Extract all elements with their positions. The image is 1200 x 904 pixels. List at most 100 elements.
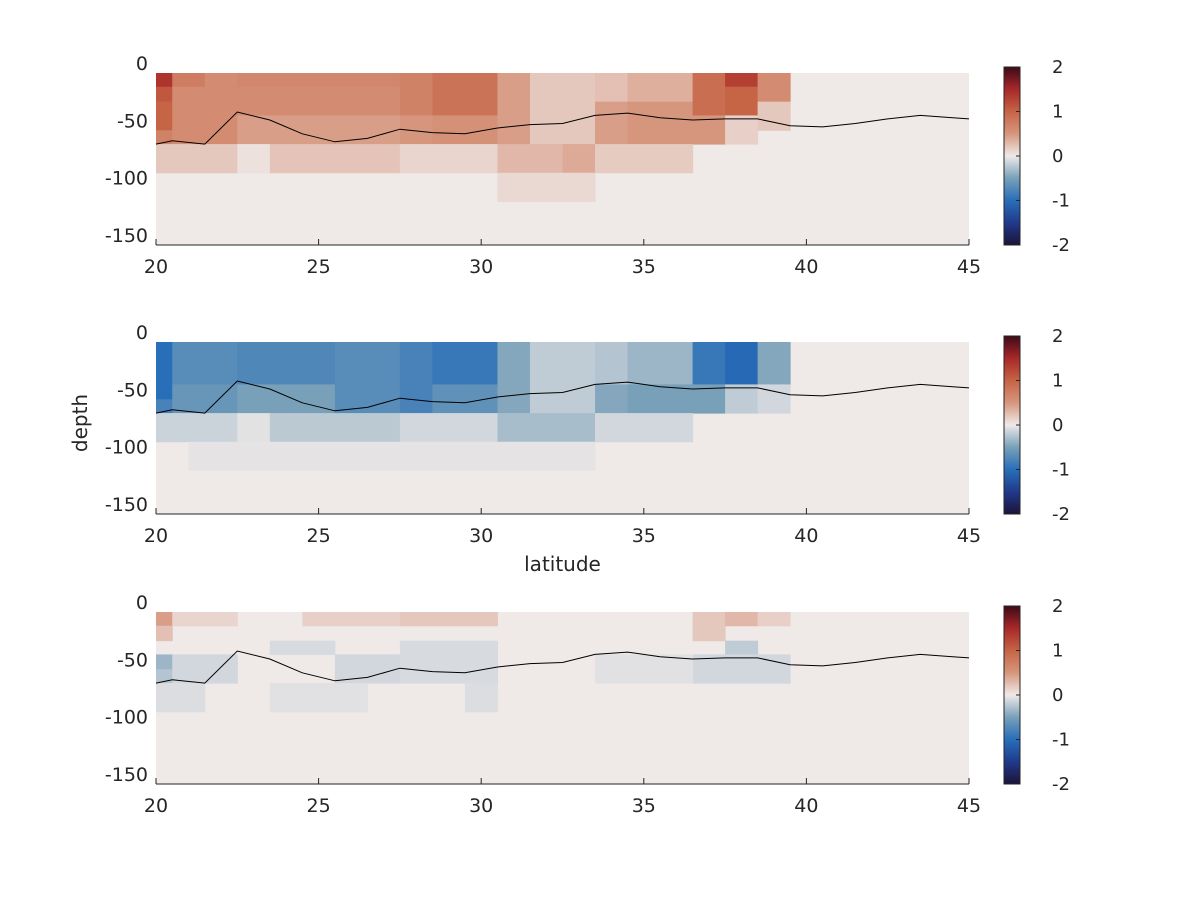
y-tick-label: -100 [105,437,148,459]
colorbar-tick-label: 1 [1052,641,1063,662]
heatmap-cell [334,342,401,414]
y-tick-label: -100 [105,707,148,729]
y-tick-label: -150 [105,225,148,247]
heatmap-cell [172,654,238,684]
heatmap-cell [725,342,759,385]
x-tick-label: 45 [957,256,981,278]
colorbar-tick-label: -1 [1052,730,1070,751]
x-tick-label: 35 [632,525,656,547]
y-tick-label: -50 [117,110,148,132]
heatmap-cell [399,73,433,116]
heatmap-cell [237,86,303,116]
heatmap-cell [269,413,401,443]
x-tick-label: 20 [144,256,168,278]
heatmap-cell [725,612,759,627]
heatmap-cell [302,73,401,88]
colorbar-tick-label: 0 [1052,415,1063,436]
heatmap-cell [156,654,173,670]
heatmap-cell [188,441,596,471]
y-axis-label: depth [68,394,92,452]
heatmap-cell [497,172,596,202]
colorbar-tick-label: 2 [1052,57,1063,78]
heatmap-cell [692,654,791,684]
colorbar-tick-label: -2 [1052,504,1070,525]
heatmap-cell [237,342,336,385]
heatmap-cell [595,101,629,145]
colorbar-tick-label: 1 [1052,371,1063,392]
heatmap-cell [725,384,759,414]
heatmap-cell [156,683,206,713]
heatmap-cell [627,73,694,103]
heatmap-cell [497,342,531,414]
heatmap-cell [156,144,238,174]
y-tick-label: 0 [136,592,148,614]
colorbar-tick-label: 2 [1052,596,1063,617]
x-tick-label: 25 [307,525,331,547]
panel-bottom: 20 25 30 35 40 45 0 -50 -100 -150 2 1 0 -1 -2 [105,592,1070,817]
heatmap-cell [156,342,173,400]
heatmap-cell [399,144,498,174]
heatmap-cell [627,384,694,414]
heatmap-cell [595,342,629,385]
heatmap-cell [627,342,694,385]
x-tick-label: 20 [144,795,168,817]
thermocline-line [155,111,970,145]
heatmap-cell [399,612,498,627]
heatmap-cell [725,73,759,88]
y-tick-label: -50 [117,379,148,401]
heatmap-cell [204,73,238,145]
heatmap-cell [432,73,498,116]
heatmap-cell [725,115,759,145]
colorbar-tick-label: -2 [1052,774,1070,795]
heatmap-cell [757,73,791,103]
panel-middle: 20 25 30 35 40 45 0 -50 -100 -150 latitude depth 2 1 0… [68,322,1070,576]
heatmap-cell [302,86,401,116]
x-tick-label: 45 [957,795,981,817]
x-tick-label: 20 [144,525,168,547]
colorbar-tick-label: 0 [1052,146,1063,167]
heatmap-cell [497,144,563,174]
heatmap-cell [156,101,173,116]
heatmap-cell [156,625,173,642]
colorbar-tick-label: -1 [1052,460,1070,481]
heatmap-cell [757,612,791,627]
x-tick-label: 35 [632,795,656,817]
thermocline-line [155,380,970,414]
heatmap-cell [562,144,596,174]
colorbar-tick-label: -1 [1052,191,1070,212]
heatmap-cell [156,73,173,88]
y-tick-label: -150 [105,494,148,516]
x-tick-label: 25 [307,795,331,817]
heatmap-cell [464,683,498,713]
heatmap-cell [497,73,531,145]
heatmap-cell [237,73,303,88]
x-axis-label: latitude [524,552,601,576]
x-tick-label: 40 [794,525,818,547]
heatmap-cell [595,73,629,103]
colorbar-tick-label: 1 [1052,102,1063,123]
y-tick-label: 0 [136,322,148,344]
heatmap-cell [302,612,401,627]
heatmap-cell [595,144,694,174]
colorbar-tick-label: 0 [1052,685,1063,706]
heatmap-cell [172,612,238,627]
heatmap-cell [692,73,726,116]
heatmap-cell [269,640,336,655]
heatmap-cell [399,640,498,684]
heatmap-cell [757,342,791,385]
heatmap-cell [156,115,173,131]
heatmap-cell [725,86,759,116]
heatmap-cell [497,413,596,443]
heatmap-cell [172,342,238,385]
heatmap-cell [269,144,401,174]
heatmap-cell [529,342,596,414]
heatmap-cell [172,384,238,414]
colorbar-tick-label: 2 [1052,326,1063,347]
x-tick-label: 45 [957,525,981,547]
heatmap-cell [156,612,173,627]
heatmap-cell [237,144,271,174]
heatmap-cell [156,413,238,443]
heatmap-cell [237,384,336,414]
heatmap-cell [172,86,206,145]
heatmap-cell [237,413,271,443]
